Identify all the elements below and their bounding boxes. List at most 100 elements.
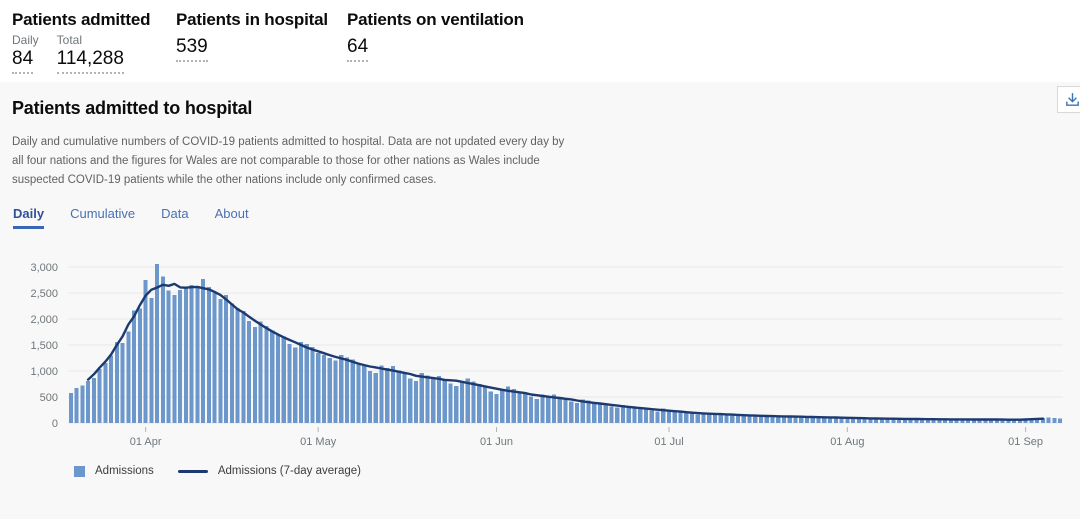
admissions-bar[interactable] [68, 392, 73, 423]
admissions-bar[interactable] [1023, 419, 1028, 423]
admissions-bar[interactable] [333, 360, 338, 423]
admissions-bar[interactable] [454, 386, 459, 423]
admissions-bar[interactable] [224, 295, 229, 423]
admissions-bar[interactable] [500, 389, 505, 423]
admissions-bar[interactable] [557, 397, 562, 423]
admissions-bar[interactable] [799, 416, 804, 423]
admissions-bar[interactable] [580, 399, 585, 423]
admissions-bar[interactable] [943, 418, 948, 423]
admissions-bar[interactable] [551, 394, 557, 423]
stat-daily-value[interactable]: 84 [12, 47, 34, 74]
admissions-bar[interactable] [931, 419, 936, 423]
admissions-bar[interactable] [316, 352, 321, 423]
admissions-bar[interactable] [822, 416, 827, 423]
admissions-bar[interactable] [235, 308, 240, 423]
admissions-bar[interactable] [908, 418, 913, 423]
admissions-bar[interactable] [362, 365, 367, 423]
admissions-bar[interactable] [149, 298, 154, 423]
admissions-bar[interactable] [776, 417, 781, 423]
tab-daily[interactable]: Daily [13, 206, 45, 229]
admissions-bar[interactable] [758, 415, 764, 423]
admissions-bar[interactable] [408, 378, 413, 423]
admissions-bar[interactable] [546, 396, 551, 423]
admissions-bar[interactable] [172, 295, 177, 423]
admissions-bar[interactable] [275, 334, 280, 423]
admissions-bar[interactable] [839, 417, 844, 423]
admissions-bar[interactable] [160, 276, 165, 423]
admissions-bar[interactable] [960, 419, 965, 423]
admissions-bar[interactable] [344, 357, 350, 423]
admissions-bar[interactable] [707, 413, 712, 423]
admissions-bar[interactable] [851, 418, 856, 423]
admissions-bar[interactable] [252, 326, 257, 423]
admissions-bar[interactable] [471, 381, 476, 423]
admissions-bar[interactable] [632, 406, 637, 423]
admissions-bar[interactable] [638, 407, 643, 423]
admissions-bar[interactable] [390, 365, 396, 423]
download-button[interactable] [1057, 86, 1080, 113]
admissions-bar[interactable] [689, 413, 695, 423]
admissions-bar[interactable] [436, 376, 442, 423]
admissions-bar[interactable] [1006, 419, 1011, 423]
admissions-bar[interactable] [666, 410, 672, 423]
admissions-bar[interactable] [948, 419, 953, 423]
admissions-bar[interactable] [787, 415, 792, 423]
admissions-bar[interactable] [137, 308, 142, 423]
admissions-bar[interactable] [442, 378, 447, 423]
admissions-bar[interactable] [603, 404, 608, 423]
admissions-bar[interactable] [816, 417, 821, 423]
admissions-bar[interactable] [626, 405, 631, 423]
admissions-bar[interactable] [385, 367, 390, 423]
admissions-bar[interactable] [189, 285, 194, 423]
admissions-bar[interactable] [937, 419, 942, 423]
admissions-bar[interactable] [977, 419, 982, 423]
admissions-bar[interactable] [482, 386, 488, 423]
admissions-bar[interactable] [1012, 419, 1017, 423]
stat-in-hospital-value[interactable]: 539 [176, 35, 208, 62]
admissions-bar[interactable] [678, 411, 683, 423]
admissions-bar[interactable] [879, 418, 884, 423]
admissions-chart[interactable]: 0 500 1,000 1,500 2,000 2,500 3,000 01 Apr 01 Ma… [0, 251, 1080, 459]
admissions-bar[interactable] [143, 280, 148, 423]
admissions-bar[interactable] [247, 321, 252, 423]
admissions-bar[interactable] [764, 416, 769, 423]
admissions-bar[interactable] [511, 389, 516, 423]
admissions-bar[interactable] [856, 418, 861, 423]
admissions-bar[interactable] [229, 303, 234, 423]
admissions-bar[interactable] [643, 408, 649, 423]
admissions-bar[interactable] [1052, 417, 1057, 423]
admissions-bar[interactable] [310, 347, 315, 423]
admissions-bar[interactable] [833, 417, 838, 423]
tab-cumulative[interactable]: Cumulative [70, 206, 136, 221]
admissions-bar[interactable] [419, 373, 424, 423]
admissions-bar[interactable] [574, 403, 580, 423]
admissions-bar[interactable] [80, 385, 85, 423]
admissions-bar[interactable] [155, 263, 160, 423]
admissions-bar[interactable] [114, 341, 119, 423]
admissions-bar[interactable] [488, 391, 493, 423]
admissions-bar[interactable] [298, 341, 303, 423]
admissions-bar[interactable] [655, 411, 660, 423]
tab-about[interactable]: About [214, 206, 249, 221]
admissions-bar[interactable] [983, 419, 988, 423]
admissions-bar[interactable] [649, 410, 654, 423]
admissions-bar[interactable] [804, 417, 810, 423]
admissions-bar[interactable] [891, 419, 896, 423]
admissions-bar[interactable] [672, 410, 677, 423]
admissions-bar[interactable] [534, 399, 539, 423]
tab-data[interactable]: Data [161, 206, 189, 221]
admissions-bar[interactable] [218, 299, 223, 423]
admissions-bar[interactable] [781, 415, 787, 423]
admissions-bar[interactable] [897, 419, 902, 423]
admissions-bar[interactable] [327, 358, 332, 423]
admissions-bar[interactable] [86, 380, 91, 423]
admissions-bar[interactable] [718, 413, 723, 423]
admissions-bar[interactable] [1035, 419, 1040, 423]
admissions-bar[interactable] [954, 419, 959, 423]
admissions-bar[interactable] [592, 402, 597, 423]
admissions-bar[interactable] [373, 373, 378, 423]
admissions-bar[interactable] [103, 363, 108, 423]
admissions-bar[interactable] [712, 413, 718, 423]
admissions-bar[interactable] [206, 286, 211, 423]
admissions-bar[interactable] [989, 419, 994, 423]
